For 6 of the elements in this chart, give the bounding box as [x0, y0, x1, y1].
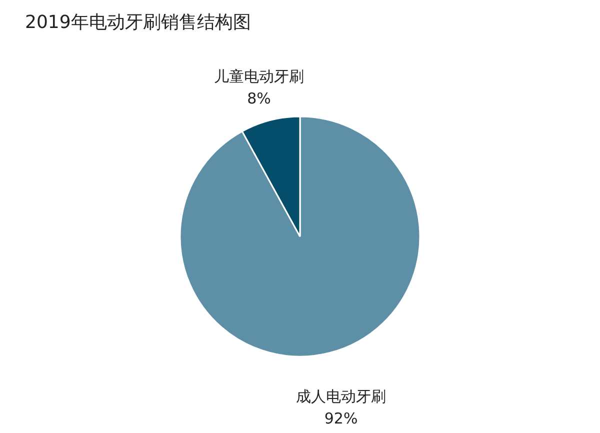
slice-label: 成人电动牙刷 — [296, 387, 386, 406]
data-label: 8% — [247, 90, 271, 108]
chart-title: 2019年电动牙刷销售结构图 — [25, 12, 251, 33]
data-label: 92% — [324, 409, 358, 428]
pie-slice — [179, 116, 421, 358]
slice-label: 儿童电动牙刷 — [214, 68, 304, 86]
